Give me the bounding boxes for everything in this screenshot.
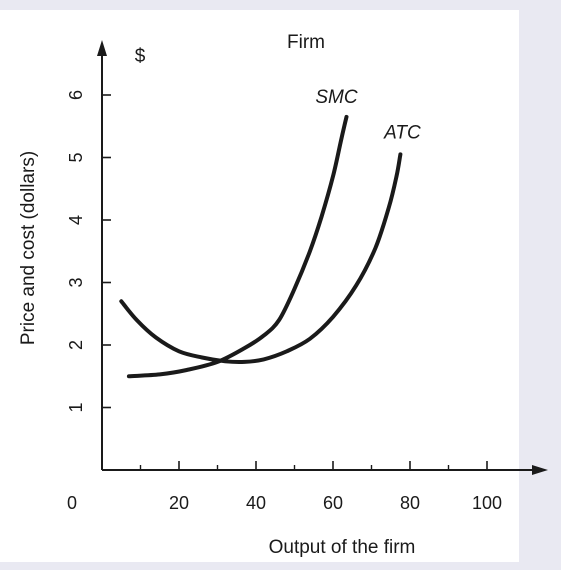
- x-tick-label: 100: [472, 493, 502, 513]
- y-axis-unit: $: [135, 46, 146, 67]
- curves: SMC ATC: [119, 87, 421, 379]
- y-axis-label: Price and cost (dollars): [18, 151, 39, 345]
- y-tick-label: 6: [66, 90, 86, 100]
- smc-curve: [126, 114, 349, 379]
- y-tick-label: 2: [66, 340, 86, 350]
- atc-curve: [119, 152, 403, 365]
- origin-label: 0: [67, 493, 77, 513]
- x-tick-label: 80: [400, 493, 420, 513]
- ticks: 20 40 60 80 100 1 2 3 4 5 6: [66, 90, 502, 513]
- y-tick-label: 1: [66, 402, 86, 412]
- atc-label: ATC: [383, 122, 421, 143]
- axes: [97, 40, 548, 475]
- x-tick-label: 60: [323, 493, 343, 513]
- chart-title: Firm: [287, 32, 325, 53]
- x-tick-label: 40: [246, 493, 266, 513]
- x-axis-label: Output of the firm: [269, 537, 416, 558]
- y-axis-arrow: [97, 40, 107, 56]
- y-tick-label: 5: [66, 152, 86, 162]
- smc-label: SMC: [315, 87, 358, 108]
- x-axis-arrow: [532, 465, 548, 475]
- y-tick-label: 3: [66, 277, 86, 287]
- y-tick-label: 4: [66, 215, 86, 225]
- x-tick-label: 20: [169, 493, 189, 513]
